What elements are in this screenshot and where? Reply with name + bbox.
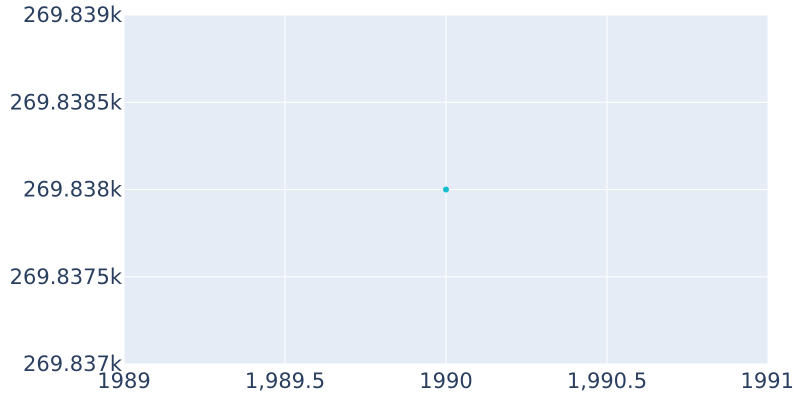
- x-tick-label: 1989: [97, 369, 150, 393]
- x-axis-tick-labels: 1989 1,989.5 1990 1,990.5 1991: [97, 369, 794, 393]
- y-axis-tick-labels: 269.837k 269.8375k 269.838k 269.8385k 269.83…: [10, 3, 123, 376]
- x-tick-label: 1990: [419, 369, 472, 393]
- y-tick-label: 269.8385k: [10, 90, 123, 114]
- y-tick-label: 269.8375k: [10, 265, 123, 289]
- y-tick-label: 269.837k: [23, 352, 123, 376]
- x-tick-label: 1,990.5: [567, 369, 647, 393]
- y-tick-label: 269.839k: [23, 3, 123, 27]
- x-tick-label: 1991: [741, 369, 794, 393]
- data-point: [443, 186, 449, 193]
- y-tick-label: 269.838k: [23, 178, 123, 202]
- x-tick-label: 1,989.5: [245, 369, 325, 393]
- data-points: [443, 186, 449, 193]
